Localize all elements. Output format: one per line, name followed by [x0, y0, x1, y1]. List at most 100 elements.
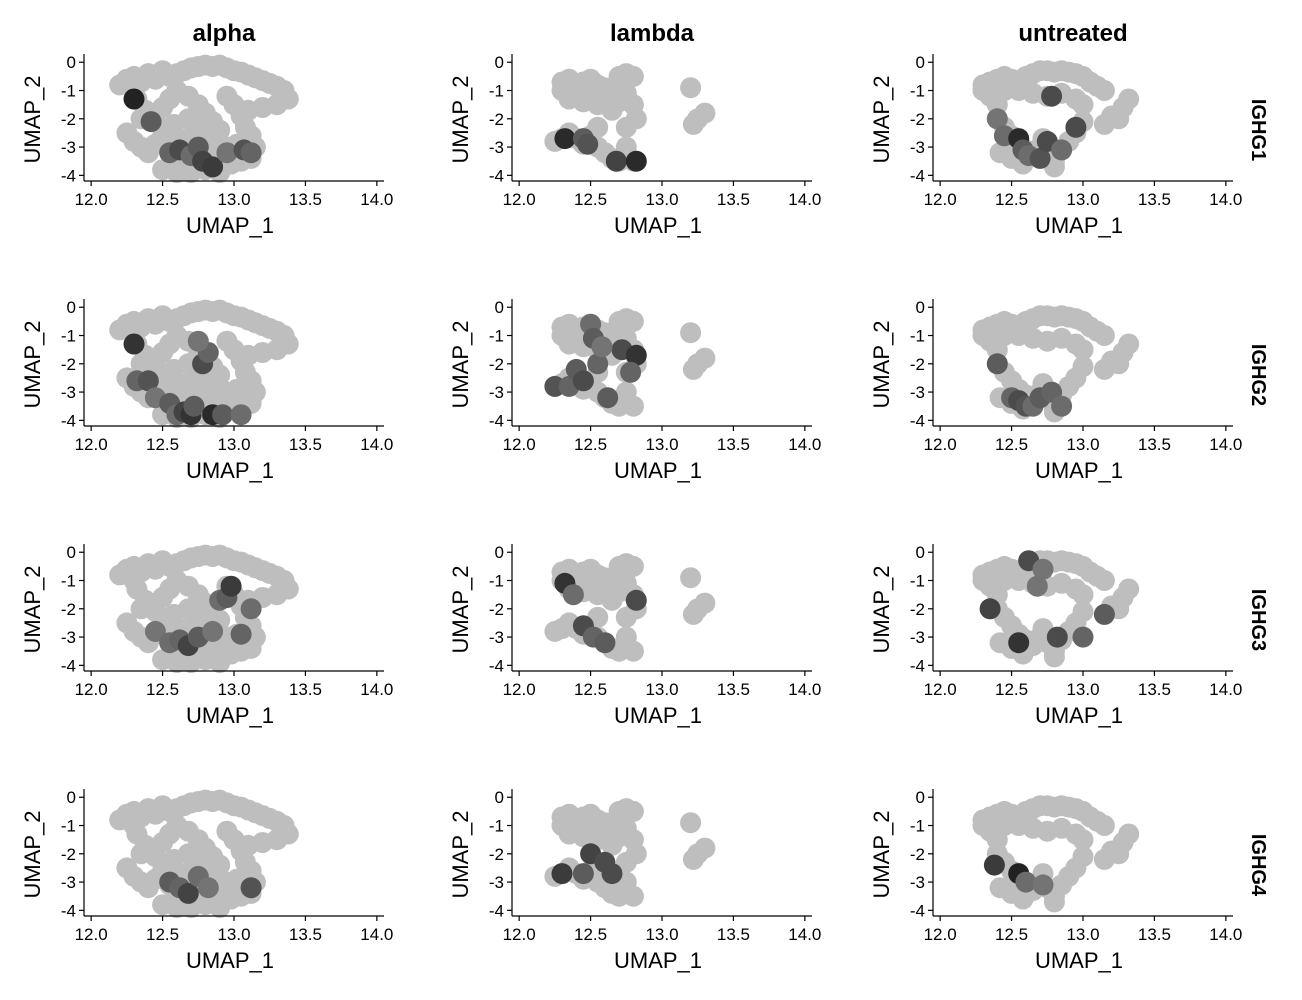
- x-tick-label: 13.0: [645, 190, 678, 209]
- data-point: [682, 848, 704, 870]
- y-tick-label: -3: [910, 628, 925, 647]
- y-tick-label: 0: [67, 53, 76, 72]
- x-tick-label: 12.0: [924, 680, 957, 699]
- data-point-expressing: [1041, 85, 1063, 107]
- data-point: [1118, 578, 1140, 600]
- y-tick-label: -2: [61, 845, 76, 864]
- y-tick-label: -1: [61, 817, 76, 836]
- x-tick-label: 12.5: [574, 190, 607, 209]
- row-label-IGHG2: IGHG2: [1247, 344, 1269, 406]
- data-point: [1108, 108, 1130, 130]
- data-point: [615, 606, 637, 628]
- y-tick-label: -1: [489, 572, 504, 591]
- points: [109, 299, 299, 428]
- y-tick-label: 0: [916, 543, 925, 562]
- data-point-expressing: [601, 863, 623, 885]
- y-tick-label: -4: [910, 656, 925, 675]
- data-point-expressing: [177, 882, 199, 904]
- data-point-expressing: [562, 584, 584, 606]
- y-tick-label: -3: [489, 628, 504, 647]
- y-tick-label: 0: [67, 543, 76, 562]
- x-tick-label: 13.0: [1066, 435, 1099, 454]
- data-point-expressing: [183, 395, 205, 417]
- x-tick-label: 13.0: [217, 925, 250, 944]
- panel-lambda-IGHG4: 0 -1 -2 -3 -4 12.0 12.5 13.0 13.5 14.0 UMAP_1 UMAP_…: [448, 788, 821, 973]
- y-tick-label: -3: [61, 383, 76, 402]
- x-axis-title: UMAP_1: [186, 458, 274, 483]
- x-tick-label: 13.0: [217, 435, 250, 454]
- y-tick-label: 0: [916, 298, 925, 317]
- data-point-expressing: [240, 598, 262, 620]
- data-point-expressing: [983, 854, 1005, 876]
- x-tick-label: 13.0: [217, 190, 250, 209]
- y-tick-label: -2: [61, 110, 76, 129]
- data-point-expressing: [605, 150, 627, 172]
- x-tick-label: 14.0: [360, 435, 393, 454]
- y-tick-label: 0: [916, 53, 925, 72]
- x-tick-label: 14.0: [1209, 435, 1242, 454]
- y-tick-label: -2: [910, 110, 925, 129]
- y-axis-title: UMAP_2: [869, 75, 894, 163]
- data-point: [1093, 815, 1115, 836]
- data-point: [680, 322, 702, 344]
- data-point-expressing: [230, 623, 252, 645]
- x-tick-label: 12.0: [75, 925, 108, 944]
- y-tick-label: -4: [910, 901, 925, 920]
- data-point: [1072, 94, 1094, 116]
- data-point: [1093, 325, 1115, 346]
- x-tick-label: 13.5: [289, 190, 322, 209]
- x-tick-label: 12.5: [574, 680, 607, 699]
- y-tick-label: -4: [61, 656, 76, 675]
- data-point-expressing: [551, 863, 573, 885]
- y-axis-title: UMAP_2: [448, 320, 473, 408]
- x-tick-label: 13.5: [717, 680, 750, 699]
- data-point-expressing: [591, 336, 613, 358]
- data-point-expressing: [625, 589, 647, 611]
- data-point: [622, 310, 644, 332]
- y-tick-label: -4: [61, 411, 76, 430]
- x-tick-label: 12.5: [146, 190, 179, 209]
- points: [972, 305, 1140, 423]
- y-axis-title: UMAP_2: [20, 320, 45, 408]
- x-tick-label: 13.5: [717, 190, 750, 209]
- data-point: [1072, 356, 1094, 378]
- x-tick-label: 14.0: [1209, 680, 1242, 699]
- x-axis-title: UMAP_1: [1035, 948, 1123, 973]
- x-axis-title: UMAP_1: [1035, 703, 1123, 728]
- data-point-expressing: [216, 142, 238, 164]
- data-point-expressing: [572, 863, 594, 885]
- x-tick-label: 13.5: [1138, 925, 1171, 944]
- x-tick-label: 13.0: [1066, 925, 1099, 944]
- y-axis-title: UMAP_2: [20, 810, 45, 898]
- x-tick-label: 13.0: [645, 925, 678, 944]
- y-tick-label: -2: [61, 600, 76, 619]
- data-point-expressing: [202, 156, 224, 178]
- y-tick-label: -3: [489, 383, 504, 402]
- y-tick-label: 0: [67, 298, 76, 317]
- y-tick-label: -1: [61, 82, 76, 101]
- y-tick-label: -1: [910, 327, 925, 346]
- y-tick-label: -3: [489, 873, 504, 892]
- data-point: [682, 603, 704, 625]
- data-point-expressing: [625, 150, 647, 172]
- y-axis-title: UMAP_2: [869, 810, 894, 898]
- data-point-expressing: [144, 620, 166, 642]
- data-point-expressing: [1032, 874, 1054, 896]
- data-point: [682, 358, 704, 380]
- x-tick-label: 12.0: [75, 680, 108, 699]
- x-axis-title: UMAP_1: [186, 948, 274, 973]
- data-point-expressing: [620, 361, 642, 383]
- data-point: [1118, 333, 1140, 355]
- panel-lambda-IGHG1: 0 -1 -2 -3 -4 12.0 12.5 13.0 13.5 14.0 UMAP_1 UMAP_…: [448, 53, 821, 238]
- data-point-expressing: [1065, 116, 1087, 138]
- data-point: [615, 116, 637, 138]
- data-point-expressing: [1029, 147, 1051, 169]
- x-tick-label: 13.5: [1138, 680, 1171, 699]
- y-tick-label: -2: [489, 845, 504, 864]
- points: [972, 795, 1140, 913]
- panel-alpha-IGHG2: 0 -1 -2 -3 -4 12.0 12.5 13.0 13.5 14.0 UMAP_1 UMAP_…: [20, 298, 393, 483]
- data-point: [1043, 646, 1065, 668]
- data-point-expressing: [220, 575, 242, 597]
- data-point: [680, 77, 702, 99]
- x-tick-label: 13.0: [1066, 190, 1099, 209]
